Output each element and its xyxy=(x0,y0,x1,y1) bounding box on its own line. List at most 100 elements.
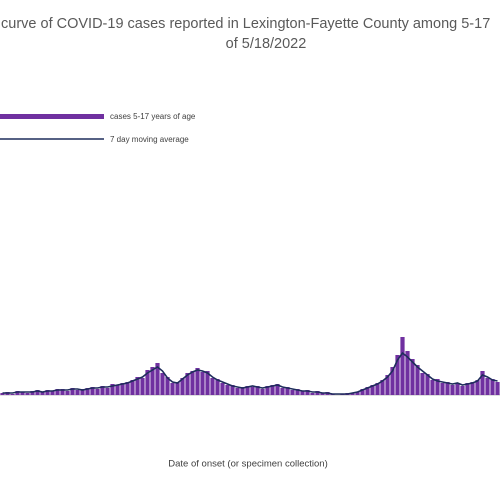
bar xyxy=(40,392,45,395)
bar xyxy=(315,391,320,395)
bar xyxy=(215,379,220,395)
bar xyxy=(195,368,200,395)
bar xyxy=(60,389,65,395)
bar xyxy=(235,388,240,395)
bar xyxy=(115,385,120,395)
bar xyxy=(160,373,165,395)
bar xyxy=(255,386,260,395)
bar xyxy=(120,383,125,395)
bar xyxy=(300,391,305,395)
bar xyxy=(230,385,235,395)
bar xyxy=(105,388,110,395)
bar xyxy=(260,389,265,395)
bar xyxy=(285,387,290,395)
bar xyxy=(470,382,475,395)
bar xyxy=(305,390,310,395)
bar xyxy=(175,382,180,395)
bar xyxy=(465,383,470,395)
chart-title: c curve of COVID-19 cases reported in Le… xyxy=(0,16,490,32)
bar xyxy=(415,365,420,395)
bar xyxy=(480,371,485,395)
bar xyxy=(75,390,80,395)
bar xyxy=(155,363,160,395)
bar xyxy=(210,378,215,395)
bar xyxy=(445,382,450,395)
bar xyxy=(295,389,300,395)
bar xyxy=(360,389,365,395)
bar xyxy=(30,391,35,395)
bar xyxy=(280,388,285,395)
bar xyxy=(450,385,455,395)
bar xyxy=(20,392,25,395)
bar xyxy=(100,386,105,395)
bar xyxy=(110,384,115,395)
bar xyxy=(400,337,405,395)
bar xyxy=(270,385,275,395)
bar xyxy=(15,391,20,395)
bar xyxy=(365,387,370,395)
bar xyxy=(290,390,295,395)
bar xyxy=(355,392,360,395)
bar xyxy=(80,389,85,395)
bar xyxy=(425,374,430,395)
bar xyxy=(460,386,465,395)
bar xyxy=(485,378,490,395)
bar xyxy=(190,371,195,395)
bar xyxy=(170,383,175,395)
bar xyxy=(435,379,440,395)
chart-title: of 5/18/2022 xyxy=(226,36,307,52)
bar xyxy=(370,385,375,395)
legend-label: 7 day moving average xyxy=(110,135,189,144)
x-axis-title: Date of onset (or specimen collection) xyxy=(168,459,327,470)
bar xyxy=(375,383,380,395)
bar xyxy=(430,380,435,395)
bar xyxy=(310,393,315,395)
bar xyxy=(165,377,170,395)
bar xyxy=(45,390,50,395)
moving-average-line xyxy=(2,351,498,395)
bar xyxy=(495,382,500,395)
bar xyxy=(150,367,155,395)
bar xyxy=(140,378,145,395)
bar xyxy=(125,382,130,395)
bar xyxy=(130,380,135,395)
bar xyxy=(490,379,495,395)
bar xyxy=(390,367,395,395)
bar xyxy=(350,393,355,395)
bar xyxy=(135,377,140,395)
bar xyxy=(35,390,40,395)
bar xyxy=(180,378,185,395)
bar xyxy=(90,387,95,395)
bar xyxy=(265,386,270,395)
bar xyxy=(410,359,415,395)
bar xyxy=(200,372,205,395)
bar xyxy=(220,383,225,395)
bar xyxy=(145,370,150,395)
bar xyxy=(0,393,5,395)
legend-label: cases 5-17 years of age xyxy=(110,112,196,121)
legend-swatch xyxy=(0,114,104,119)
bar xyxy=(250,387,255,395)
bar xyxy=(395,355,400,395)
bar xyxy=(25,393,30,395)
bar xyxy=(85,388,90,395)
bar xyxy=(70,388,75,395)
bar xyxy=(245,386,250,395)
bar xyxy=(185,373,190,395)
bar xyxy=(50,391,55,395)
bar xyxy=(320,393,325,395)
bar xyxy=(65,391,70,395)
bar xyxy=(205,371,210,395)
bar xyxy=(10,394,15,395)
bar xyxy=(225,385,230,395)
bar xyxy=(240,387,245,395)
bar xyxy=(380,380,385,395)
bar xyxy=(385,375,390,395)
bar xyxy=(440,383,445,395)
bar xyxy=(475,380,480,395)
bar xyxy=(55,389,60,395)
bar xyxy=(275,384,280,395)
bar xyxy=(455,383,460,395)
